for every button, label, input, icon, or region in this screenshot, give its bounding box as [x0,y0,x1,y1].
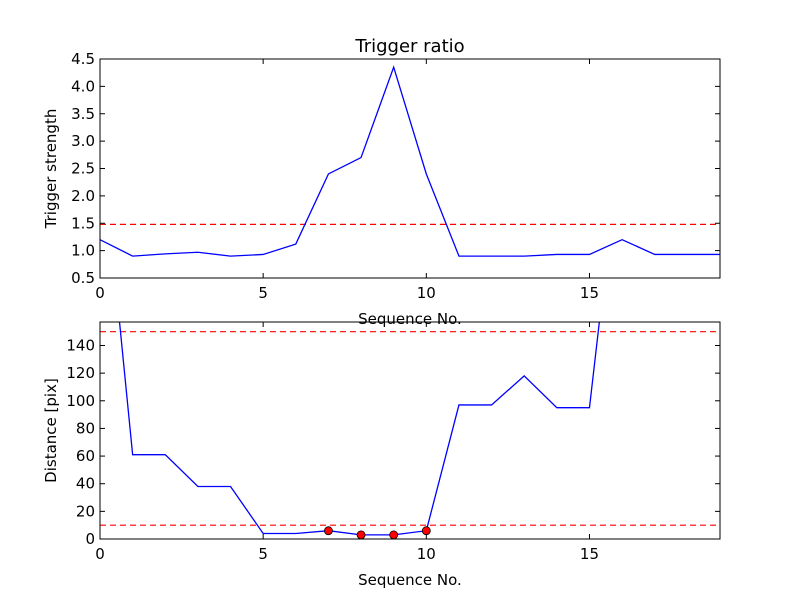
bottom-x-tick-label: 15 [580,545,599,563]
top-x-tick-label: 10 [417,284,436,302]
top-chart: 0 5 10 15 0.5 1.0 1.5 2.0 2.5 3.0 3.5 4.0 4.5 Trigger… [42,36,721,328]
bottom-plot-area [100,322,720,539]
top-x-tick-label: 0 [95,284,105,302]
bottom-y-tick-label: 40 [76,475,95,493]
top-y-tick-label: 3.0 [71,132,95,150]
bottom-x-tick-label: 10 [417,545,436,563]
top-y-tick-label: 4.5 [71,50,95,68]
top-x-tick-label: 5 [258,284,268,302]
top-y-tick-label: 1.0 [71,242,95,260]
top-y-tick-label: 0.5 [71,269,95,287]
bottom-marker-point [324,526,333,536]
bottom-y-tick-label: 100 [66,392,95,410]
bottom-axes-frame [99,321,721,540]
top-y-tick-label: 3.5 [71,105,95,123]
bottom-y-tick-label: 0 [85,530,95,548]
top-y-tick-label: 2.5 [71,160,95,178]
bottom-y-tick-label: 80 [76,419,95,437]
bottom-y-axis-label: Distance [pix] [42,378,60,483]
top-plot-area [100,65,720,257]
top-y-tick-label: 4.0 [71,77,95,95]
bottom-y-tick-label: 120 [66,364,95,382]
plots-layer: 0 5 10 15 0.5 1.0 1.5 2.0 2.5 3.0 3.5 4.0 4.5 Trigger… [42,36,721,589]
bottom-x-tick-label: 5 [258,545,268,563]
bottom-x-tick-label: 0 [95,545,105,563]
bottom-marker-point [356,530,366,539]
bottom-x-axis-label: Sequence No. [358,571,462,589]
bottom-y-tick-label: 140 [66,336,95,354]
bottom-marker-point [389,530,399,539]
top-series-line-0 [100,65,720,257]
top-y-tick-label: 2.0 [71,187,95,205]
bottom-y-tick-label: 60 [76,447,95,465]
bottom-marker-point [421,526,431,536]
top-y-tick-label: 1.5 [71,214,95,232]
top-x-tick-label: 15 [580,284,599,302]
bottom-chart: 0 5 10 15 0 20 40 60 80 100 120 140 Sequence No. Dist… [42,321,721,589]
top-chart-title: Trigger ratio [354,36,464,57]
bottom-y-tick-label: 20 [76,502,95,520]
top-x-axis-label: Sequence No. [358,310,462,328]
top-y-axis-label: Trigger strength [42,109,60,230]
